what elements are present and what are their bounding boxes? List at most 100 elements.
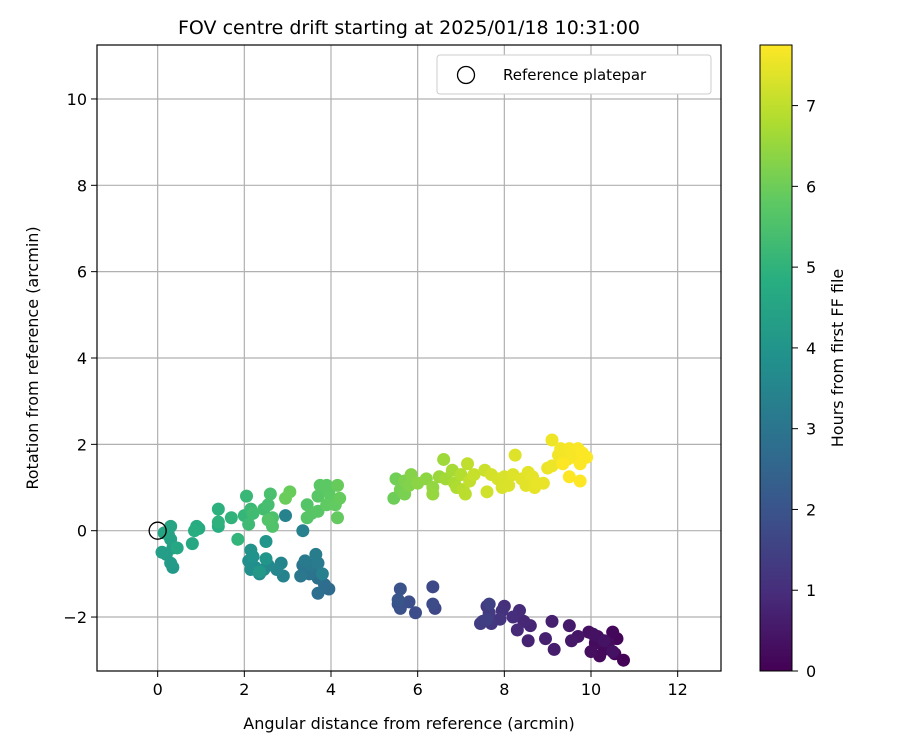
data-point bbox=[562, 619, 576, 633]
colorbar-ticks: 0 1 2 3 4 5 6 7 bbox=[792, 97, 816, 681]
y-tick-label: −2 bbox=[63, 608, 87, 627]
data-point bbox=[211, 502, 225, 516]
data-point bbox=[480, 612, 494, 626]
data-point bbox=[584, 645, 598, 659]
y-ticks: −2 0 2 4 6 8 10 bbox=[63, 90, 97, 627]
data-point bbox=[259, 552, 273, 566]
data-point bbox=[298, 554, 312, 568]
data-point bbox=[586, 627, 600, 641]
colorbar: 0 1 2 3 4 5 6 7 Hours from first FF file bbox=[759, 44, 847, 681]
data-point bbox=[461, 457, 474, 471]
data-point bbox=[482, 597, 496, 611]
legend: Reference platepar bbox=[436, 54, 712, 95]
colorbar-label: Hours from first FF file bbox=[828, 269, 847, 448]
data-point bbox=[393, 582, 407, 596]
data-point bbox=[502, 478, 516, 492]
data-point bbox=[309, 547, 323, 561]
colorbar-tick-label: 6 bbox=[806, 177, 816, 196]
data-point bbox=[426, 487, 440, 501]
data-point bbox=[246, 506, 260, 520]
data-point bbox=[545, 614, 559, 628]
y-tick-label: 6 bbox=[77, 263, 87, 282]
y-tick-label: 10 bbox=[67, 90, 87, 109]
data-point bbox=[311, 586, 325, 600]
y-axis-label: Rotation from reference (arcmin) bbox=[23, 226, 42, 489]
data-point bbox=[545, 433, 559, 447]
colorbar-tick-label: 7 bbox=[806, 97, 816, 116]
data-point bbox=[521, 634, 535, 648]
data-point bbox=[562, 470, 576, 484]
data-point bbox=[155, 545, 169, 559]
data-point bbox=[426, 597, 440, 611]
data-point bbox=[294, 569, 308, 583]
data-point bbox=[279, 509, 292, 523]
data-point bbox=[311, 489, 325, 503]
data-point bbox=[242, 517, 256, 531]
colorbar-tick-label: 5 bbox=[806, 258, 816, 277]
data-point bbox=[597, 634, 611, 648]
legend-box bbox=[436, 54, 712, 95]
data-point bbox=[331, 478, 344, 492]
data-point bbox=[606, 645, 620, 659]
data-point bbox=[263, 487, 277, 501]
colorbar-gradient bbox=[759, 44, 793, 672]
data-point bbox=[536, 476, 550, 490]
data-point bbox=[259, 534, 273, 548]
data-point bbox=[333, 491, 347, 505]
y-tick-label: 0 bbox=[77, 522, 87, 541]
x-tick-label: 6 bbox=[413, 680, 423, 699]
data-point bbox=[391, 593, 405, 607]
data-point bbox=[296, 524, 310, 538]
x-axis-label: Angular distance from reference (arcmin) bbox=[243, 714, 574, 733]
x-tick-label: 0 bbox=[153, 680, 163, 699]
data-point bbox=[437, 452, 451, 466]
data-point bbox=[539, 632, 552, 646]
data-point bbox=[510, 623, 524, 637]
data-point bbox=[480, 485, 494, 499]
legend-marker-icon bbox=[456, 65, 476, 85]
data-point bbox=[606, 625, 620, 639]
data-point bbox=[426, 580, 440, 594]
data-points bbox=[155, 433, 630, 667]
data-point bbox=[467, 468, 481, 482]
data-point bbox=[508, 448, 522, 462]
data-point bbox=[244, 543, 258, 557]
data-point bbox=[188, 524, 201, 538]
y-tick-label: 2 bbox=[77, 435, 87, 454]
chart-title: FOV centre drift starting at 2025/01/18 … bbox=[178, 17, 640, 39]
data-point bbox=[573, 474, 587, 488]
data-point bbox=[506, 610, 520, 624]
data-point bbox=[224, 511, 238, 525]
data-point bbox=[580, 450, 594, 464]
x-tick-label: 12 bbox=[667, 680, 687, 699]
data-point bbox=[240, 489, 253, 503]
data-point bbox=[556, 457, 570, 471]
data-point bbox=[261, 513, 275, 527]
data-point bbox=[170, 541, 184, 555]
data-point bbox=[547, 642, 561, 656]
data-point bbox=[185, 537, 199, 551]
x-tick-label: 2 bbox=[239, 680, 249, 699]
x-tick-label: 8 bbox=[499, 680, 509, 699]
x-ticks: 0 2 4 6 8 10 12 bbox=[153, 671, 688, 699]
data-point bbox=[545, 459, 559, 473]
colorbar-tick-label: 2 bbox=[806, 500, 816, 519]
data-point bbox=[331, 511, 344, 525]
data-point bbox=[458, 487, 472, 501]
data-point bbox=[211, 515, 225, 529]
y-tick-label: 4 bbox=[77, 349, 87, 368]
legend-entry-reference-platepar: Reference platepar bbox=[503, 66, 647, 84]
data-point bbox=[565, 634, 578, 648]
data-point bbox=[253, 565, 266, 579]
data-point bbox=[315, 567, 329, 581]
x-tick-label: 4 bbox=[326, 680, 336, 699]
colorbar-tick-label: 0 bbox=[806, 662, 816, 681]
colorbar-tick-label: 4 bbox=[806, 339, 816, 358]
data-point bbox=[261, 498, 275, 512]
reference-platepar-marker bbox=[148, 521, 167, 540]
data-point bbox=[409, 606, 422, 620]
data-point bbox=[231, 532, 245, 546]
colorbar-tick-label: 3 bbox=[806, 420, 816, 439]
